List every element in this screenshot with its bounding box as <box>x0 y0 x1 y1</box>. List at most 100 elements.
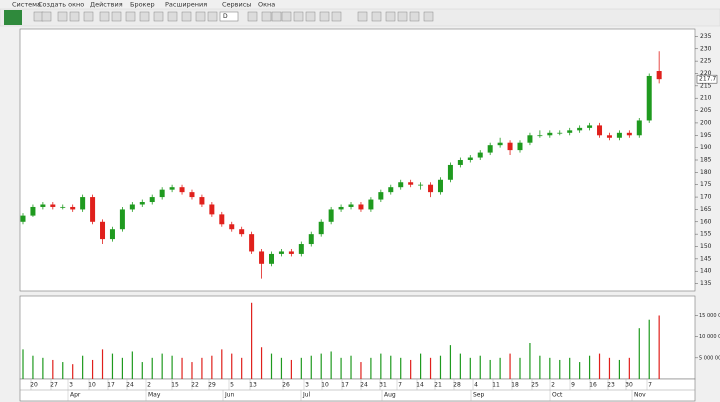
volume-bar <box>121 357 123 379</box>
menu-item[interactable]: Действия <box>90 1 123 9</box>
candle-body <box>487 145 493 153</box>
toolbar-button[interactable] <box>397 11 408 22</box>
volume-bar <box>588 355 591 379</box>
toolbar-button[interactable] <box>99 11 110 22</box>
toolbar-button[interactable] <box>167 11 178 22</box>
candle-body <box>646 75 652 121</box>
day-label: 30 <box>625 382 633 389</box>
candle-body <box>288 251 294 254</box>
menu-item[interactable]: Система <box>12 1 41 9</box>
toolbar-button[interactable] <box>331 11 342 22</box>
volume-bar <box>330 351 332 379</box>
candle-body <box>557 132 563 134</box>
menu-item[interactable]: Расширения <box>165 1 207 9</box>
toolbar-button[interactable] <box>423 11 434 22</box>
volume-bar <box>559 359 561 379</box>
candle-body <box>497 142 503 146</box>
toolbar-button[interactable] <box>181 11 192 22</box>
candle-body <box>40 204 46 207</box>
menu-item[interactable]: Создать окно <box>38 1 84 9</box>
volume-bar <box>82 355 84 379</box>
volume-tick-label: 15 000 000 <box>699 313 720 319</box>
toolbar-button[interactable] <box>139 11 150 22</box>
toolbar-button[interactable] <box>293 11 304 22</box>
toolbar-button[interactable] <box>57 11 68 22</box>
toolbar-button[interactable] <box>153 11 164 22</box>
candle-body <box>437 179 443 193</box>
toolbar-button[interactable] <box>409 11 420 22</box>
last-price-label: 217.7 <box>699 76 716 83</box>
toolbar-button[interactable] <box>281 11 292 22</box>
y-tick-label: 165 <box>700 206 712 213</box>
volume-bar <box>300 357 302 379</box>
y-tick-label: 210 <box>700 95 712 102</box>
volume-bar <box>499 357 501 379</box>
day-label: 7 <box>648 382 652 389</box>
candle-body <box>298 244 304 254</box>
volume-bar <box>519 357 521 379</box>
day-label: 3 <box>305 382 309 389</box>
y-tick-label: 235 <box>700 33 712 40</box>
toolbar-button[interactable] <box>371 11 382 22</box>
toolbar-button[interactable] <box>357 11 368 22</box>
day-label: 17 <box>341 382 349 389</box>
day-label: 10 <box>321 382 329 389</box>
candle-body <box>179 187 185 193</box>
toolbar-button[interactable] <box>305 11 316 22</box>
volume-tick-label: 10 000 000 <box>699 334 720 340</box>
volume-bar <box>270 353 273 379</box>
toolbar-button[interactable] <box>261 11 272 22</box>
candle-body <box>527 135 533 143</box>
y-tick-label: 170 <box>700 194 712 201</box>
day-label: 24 <box>360 382 368 389</box>
toolbar-button[interactable] <box>385 11 396 22</box>
y-tick-label: 155 <box>700 231 712 238</box>
candle-body <box>398 182 404 188</box>
candle-body <box>159 189 165 198</box>
toolbar-button[interactable] <box>195 11 206 22</box>
volume-bar <box>62 362 64 379</box>
y-tick-label: 195 <box>700 132 712 139</box>
day-label: 27 <box>50 382 58 389</box>
volume-bar <box>569 357 571 379</box>
candle-body <box>60 206 66 208</box>
toolbar-button[interactable] <box>33 11 44 22</box>
toolbar-button[interactable] <box>41 11 52 22</box>
candle-body <box>428 184 434 193</box>
volume-bar <box>340 357 342 379</box>
toolbar-button[interactable] <box>319 11 330 22</box>
candle-body <box>50 204 56 207</box>
last-price-tag <box>696 74 718 84</box>
candle-body <box>368 199 374 210</box>
day-label: 20 <box>30 382 38 389</box>
volume-bar <box>201 357 203 379</box>
menu-item[interactable]: Окна <box>258 1 275 9</box>
volume-bar <box>439 355 442 379</box>
toolbar-button[interactable] <box>247 11 258 22</box>
menu-item[interactable]: Брокер <box>130 1 155 9</box>
toolbar-button[interactable] <box>207 11 218 22</box>
volume-bar <box>529 343 531 379</box>
toolbar-button[interactable] <box>83 11 94 22</box>
y-tick-label: 225 <box>700 58 712 65</box>
volume-bar <box>539 355 541 379</box>
candle-body <box>577 127 583 131</box>
candle-body <box>328 209 334 222</box>
toolbar-button[interactable] <box>271 11 282 22</box>
menu-item[interactable]: Сервисы <box>222 1 251 9</box>
volume-bar <box>400 357 402 379</box>
volume-panel <box>19 295 696 380</box>
day-label: 21 <box>434 382 442 389</box>
candle-body <box>209 204 215 215</box>
toolbar-button[interactable] <box>125 11 136 22</box>
volume-bar <box>111 353 114 379</box>
volume-bar <box>380 353 382 379</box>
volume-bar <box>469 357 471 379</box>
toolbar-button[interactable] <box>111 11 122 22</box>
day-label: 26 <box>282 382 290 389</box>
toolbar-button[interactable] <box>69 11 80 22</box>
menu-bar <box>0 0 720 9</box>
timeframe-select[interactable] <box>219 11 239 22</box>
candle-body <box>259 251 265 264</box>
candle-body <box>199 197 205 205</box>
